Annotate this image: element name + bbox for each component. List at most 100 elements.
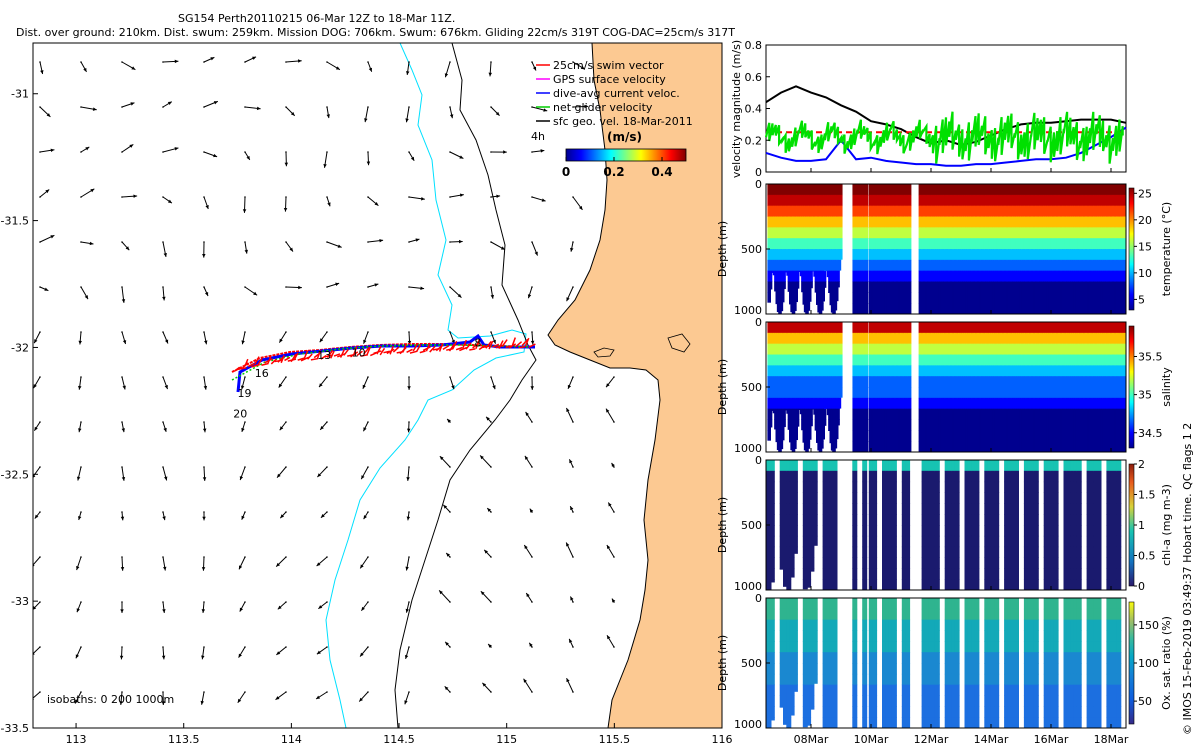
legend-item-dac: dive-avg current veloc. [536, 87, 680, 100]
vector-arrow [362, 421, 369, 432]
vector-arrow [367, 61, 373, 72]
section-y-tick-label: 0 [755, 178, 762, 191]
vector-arrow [606, 544, 615, 558]
vector-arrow [121, 421, 125, 433]
velocity-ylabel: velocity magnitude (m/s) [730, 40, 743, 178]
velocity-y-tick-label: 0 [755, 166, 762, 179]
vector-arrow [490, 286, 495, 299]
section-y-tick-label: 0 [755, 454, 762, 467]
swim-tick [307, 353, 313, 360]
map-x-tick-label: 116 [712, 733, 733, 746]
vector-arrow [359, 646, 369, 657]
island-garden [667, 333, 691, 353]
vector-arrow [567, 376, 574, 390]
vector-arrow [39, 234, 55, 243]
island-rottnest [593, 347, 615, 358]
map-colorbar-tick-label: 0.2 [603, 165, 624, 179]
vector-arrow [121, 61, 136, 71]
vector-arrow [406, 421, 411, 433]
vector-arrow [33, 601, 41, 611]
section-ylabel: Depth (m) [716, 497, 729, 553]
velocity-y-tick-label: 0.6 [745, 71, 763, 84]
vector-arrow [531, 241, 539, 256]
swim-tick [521, 338, 529, 347]
swim-tick [339, 349, 346, 358]
vector-arrow [33, 376, 41, 389]
swim-tick [379, 347, 386, 356]
section-colorbar-tick-label: 5 [1138, 293, 1145, 306]
vector-arrow [162, 331, 169, 344]
section-y-tick-label: 0 [755, 592, 762, 605]
vector-arrow [285, 106, 296, 117]
vector-arrow [487, 643, 492, 648]
velocity-plot-area [765, 44, 1127, 173]
section-x-tick-label: 12Mar [914, 733, 949, 746]
vector-arrow [316, 646, 328, 655]
swim-tick [330, 350, 335, 359]
section-colorbar-tick-label: 0.5 [1138, 550, 1156, 563]
track-day-label: 13 [317, 349, 331, 362]
swim-tick [366, 346, 371, 356]
velocity-net-trace [764, 111, 1124, 164]
svg-text:net glider velocity: net glider velocity [553, 101, 653, 114]
section-profiles [767, 184, 1126, 314]
vector-arrow [202, 466, 207, 481]
section-profiles [766, 460, 1122, 590]
vector-arrow [529, 508, 534, 513]
vector-arrow [449, 151, 464, 159]
swim-tick [465, 342, 472, 350]
vector-arrow [203, 56, 215, 63]
track-day-label: 20 [233, 407, 247, 420]
vector-arrow [405, 601, 410, 613]
vector-arrow [318, 376, 328, 388]
vector-arrow [285, 285, 302, 290]
vector-arrow [278, 331, 287, 343]
vector-arrow [238, 646, 246, 658]
vector-arrow [162, 601, 166, 613]
section-colorbar-tick-label: 100 [1138, 657, 1159, 670]
section-y-tick-label: 1000 [734, 442, 762, 455]
vector-arrow [76, 601, 82, 613]
vector-arrow [446, 418, 451, 423]
velocity-series-line [765, 126, 1127, 167]
vector-arrow [241, 331, 246, 345]
vector-arrow [359, 556, 369, 569]
swim-tick [303, 350, 309, 359]
vector-arrow [244, 151, 251, 161]
colorbar-unit-label: (m/s) [607, 130, 642, 144]
vector-arrow [449, 286, 462, 298]
vector-arrow [121, 331, 127, 345]
vector-arrow [162, 376, 168, 390]
section-colorbar-tick-label: 0 [1138, 580, 1145, 593]
vector-arrow [606, 635, 615, 648]
vector-arrow [238, 556, 246, 570]
vector-arrow [162, 59, 179, 64]
vector-arrow [319, 331, 328, 343]
section-colorbar [1128, 325, 1135, 449]
swim-tick [270, 358, 277, 365]
vector-arrow [326, 282, 340, 288]
vector-arrow [162, 241, 167, 258]
swim-tick [343, 348, 349, 356]
swim-tick [257, 358, 263, 366]
vector-arrow [201, 601, 206, 613]
vector-arrow [162, 147, 179, 153]
vector-arrow [80, 61, 87, 73]
vector-arrow [203, 376, 208, 390]
swim-tick [247, 363, 255, 368]
vector-arrow [442, 504, 451, 513]
vector-arrow [524, 455, 533, 468]
vector-arrow [239, 466, 246, 481]
vector-arrow [34, 511, 41, 519]
swim-tick [406, 348, 413, 354]
map-y-tick-label: -32 [11, 341, 29, 354]
section-colorbar-label: Ox. sat. ratio (%) [1160, 616, 1173, 710]
swim-tick [419, 350, 426, 354]
swim-tick [488, 340, 494, 350]
vector-arrow [408, 196, 425, 201]
section-panel-salinity: 0 500 1000 Depth (m) 34.5 35 35.5 salinity [716, 316, 1173, 455]
vector-arrow [326, 196, 331, 207]
vector-arrow [80, 241, 94, 246]
vector-arrow [120, 601, 124, 613]
